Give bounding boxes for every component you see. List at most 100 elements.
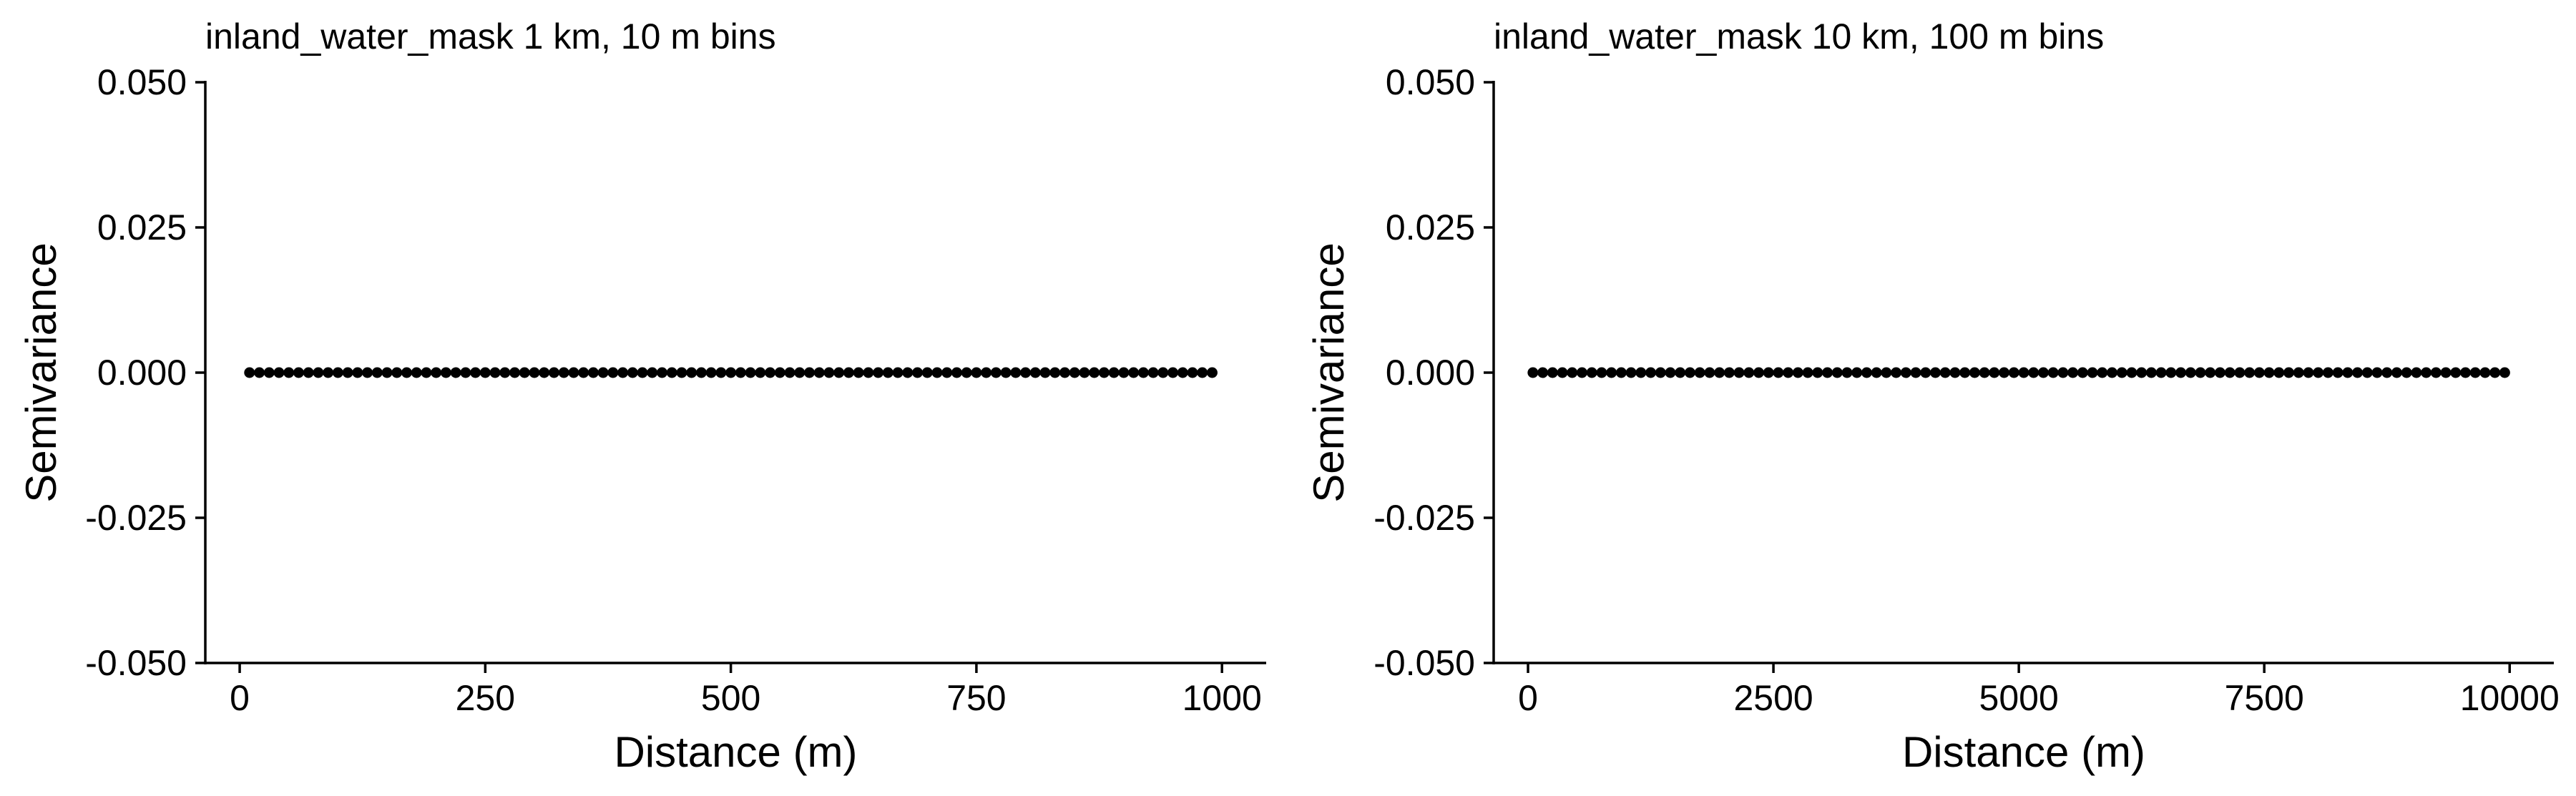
- data-point: [1020, 367, 1032, 378]
- data-point: [2155, 367, 2167, 378]
- data-point: [2499, 367, 2510, 378]
- data-point: [813, 367, 825, 378]
- data-point: [2244, 367, 2256, 378]
- data-point: [2293, 367, 2304, 378]
- data-point: [1615, 367, 1627, 378]
- data-point: [2273, 367, 2285, 378]
- data-point: [391, 367, 403, 378]
- data-point: [509, 367, 521, 378]
- data-point: [2018, 367, 2029, 378]
- data-point: [431, 367, 442, 378]
- data-point: [1197, 367, 1208, 378]
- data-point: [362, 367, 373, 378]
- y-tick-label: 0.025: [97, 207, 187, 247]
- x-tick-label: 0: [230, 678, 250, 718]
- data-point: [323, 367, 334, 378]
- data-point: [401, 367, 412, 378]
- data-point: [1959, 367, 1971, 378]
- data-point: [2028, 367, 2039, 378]
- data-point: [1069, 367, 1080, 378]
- data-point: [450, 367, 461, 378]
- data-points: [1527, 367, 2510, 378]
- data-point: [1177, 367, 1188, 378]
- chart-title: inland_water_mask 1 km, 10 m bins: [205, 16, 776, 56]
- data-point: [735, 367, 746, 378]
- data-point: [2037, 367, 2049, 378]
- data-point: [1822, 367, 1833, 378]
- data-point: [1635, 367, 1647, 378]
- data-point: [578, 367, 589, 378]
- data-point: [2116, 367, 2127, 378]
- data-point: [1861, 367, 1872, 378]
- data-point: [2185, 367, 2196, 378]
- y-tick-label: 0.025: [1386, 207, 1475, 247]
- data-point: [293, 367, 304, 378]
- data-point: [647, 367, 658, 378]
- x-tick-label: 750: [946, 678, 1006, 718]
- data-point: [1625, 367, 1637, 378]
- data-point: [381, 367, 393, 378]
- data-point: [460, 367, 471, 378]
- data-point: [1989, 367, 2000, 378]
- data-point: [784, 367, 795, 378]
- data-point: [2283, 367, 2294, 378]
- data-point: [1187, 367, 1198, 378]
- data-point: [2263, 367, 2275, 378]
- data-point: [823, 367, 835, 378]
- data-point: [1763, 367, 1774, 378]
- data-point: [2175, 367, 2187, 378]
- data-point: [1939, 367, 1951, 378]
- data-point: [1920, 367, 1931, 378]
- data-point: [1000, 367, 1012, 378]
- data-point: [1930, 367, 1941, 378]
- data-point: [1723, 367, 1735, 378]
- data-point: [2224, 367, 2235, 378]
- data-point: [2087, 367, 2098, 378]
- data-point: [1089, 367, 1100, 378]
- x-tick-label: 0: [1518, 678, 1538, 718]
- data-point: [2361, 367, 2373, 378]
- x-tick-label: 500: [701, 678, 760, 718]
- data-point: [676, 367, 687, 378]
- data-point: [2489, 367, 2501, 378]
- data-point: [1881, 367, 1892, 378]
- data-point: [1969, 367, 1980, 378]
- data-point: [657, 367, 668, 378]
- y-tick-label: 0.050: [97, 62, 187, 102]
- data-point: [725, 367, 737, 378]
- data-point: [529, 367, 540, 378]
- data-point: [2371, 367, 2383, 378]
- data-point: [1812, 367, 1823, 378]
- data-point: [2401, 367, 2412, 378]
- data-point: [2352, 367, 2364, 378]
- data-point: [371, 367, 383, 378]
- data-point: [1137, 367, 1149, 378]
- data-point: [499, 367, 511, 378]
- data-point: [1655, 367, 1666, 378]
- data-point: [2077, 367, 2088, 378]
- data-point: [2234, 367, 2246, 378]
- data-point: [548, 367, 559, 378]
- data-points: [244, 367, 1218, 378]
- data-point: [470, 367, 481, 378]
- chart-panel-2: inland_water_mask 10 km, 100 m bins -0.05…: [1305, 16, 2560, 776]
- data-point: [1606, 367, 1617, 378]
- data-point: [1851, 367, 1863, 378]
- data-point: [882, 367, 893, 378]
- data-point: [981, 367, 992, 378]
- data-point: [912, 367, 924, 378]
- data-point: [2047, 367, 2059, 378]
- data-point: [941, 367, 953, 378]
- data-point: [2450, 367, 2462, 378]
- data-point: [1733, 367, 1745, 378]
- x-axis-title: Distance (m): [1902, 728, 2145, 776]
- data-point: [1167, 367, 1179, 378]
- data-point: [1783, 367, 1794, 378]
- data-point: [990, 367, 1001, 378]
- data-point: [2479, 367, 2491, 378]
- y-tick-label: -0.025: [1373, 498, 1475, 538]
- data-point: [342, 367, 353, 378]
- data-point: [1547, 367, 1558, 378]
- data-point: [313, 367, 324, 378]
- data-point: [1743, 367, 1755, 378]
